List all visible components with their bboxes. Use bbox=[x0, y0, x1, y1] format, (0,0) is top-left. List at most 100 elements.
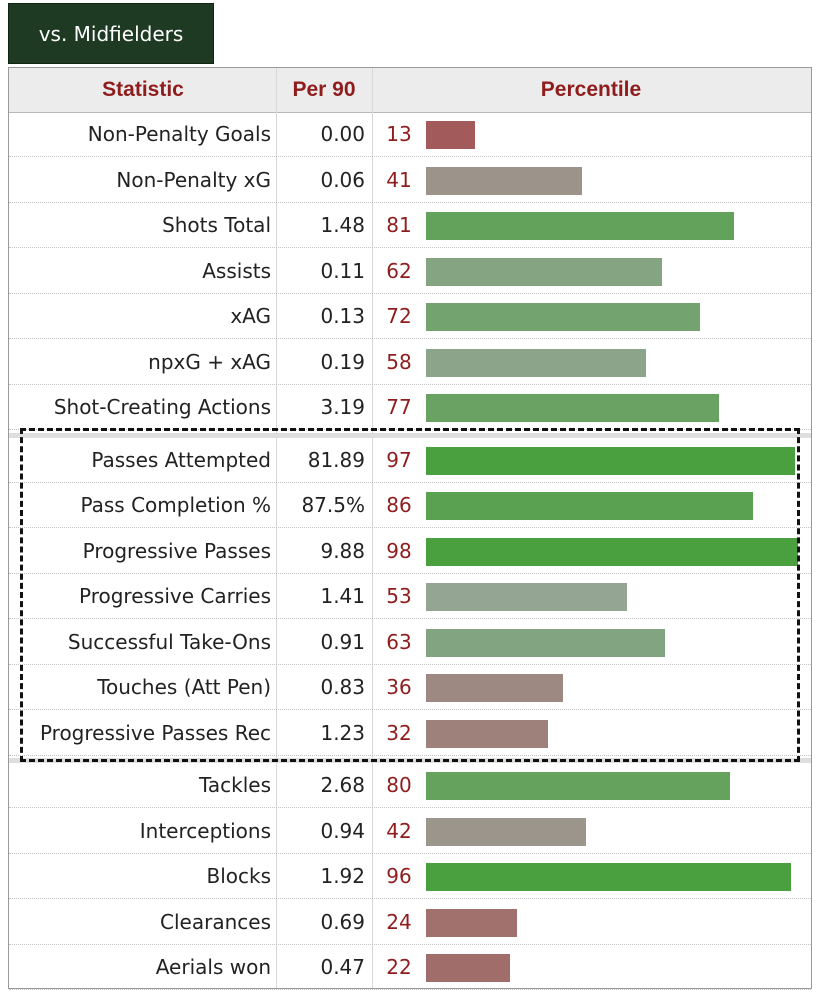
column-divider bbox=[372, 68, 373, 988]
per90-value: 0.83 bbox=[320, 675, 365, 699]
percentile-value: 62 bbox=[386, 258, 412, 283]
table-row[interactable]: Touches (Att Pen) 0.83 36 bbox=[9, 665, 811, 710]
percentile-value: 97 bbox=[386, 447, 412, 472]
per90-value: 87.5% bbox=[301, 493, 365, 517]
percentile-bar bbox=[426, 537, 798, 566]
table-row[interactable]: Assists 0.11 62 bbox=[9, 249, 811, 294]
stat-name: Tackles bbox=[198, 773, 271, 797]
table-row[interactable]: Blocks 1.92 96 bbox=[9, 854, 811, 899]
per90-value: 0.06 bbox=[320, 167, 365, 192]
percentile-value: 42 bbox=[386, 818, 412, 843]
stat-name: Clearances bbox=[160, 909, 271, 934]
per90-value: 1.23 bbox=[320, 720, 365, 745]
stat-name: Successful Take-Ons bbox=[67, 629, 271, 654]
stat-name: npxG + xAG bbox=[148, 349, 271, 374]
percentile-bar bbox=[426, 492, 753, 520]
group-separator bbox=[9, 432, 811, 438]
per90-value: 9.88 bbox=[320, 538, 365, 563]
per90-value: 0.69 bbox=[320, 909, 365, 934]
percentile-value: 77 bbox=[386, 395, 412, 419]
per90-value: 0.47 bbox=[320, 955, 365, 979]
percentile-bar bbox=[426, 583, 627, 611]
table-row[interactable]: xAG 0.13 72 bbox=[9, 294, 811, 339]
percentile-table: Statistic Per 90 Percentile Non-Penalty … bbox=[8, 67, 812, 990]
stat-name: Non-Penalty xG bbox=[116, 167, 271, 192]
per90-value: 1.92 bbox=[320, 864, 365, 888]
table-row[interactable]: Clearances 0.69 24 bbox=[9, 900, 811, 945]
percentile-value: 24 bbox=[386, 909, 412, 934]
stat-name: Progressive Carries bbox=[78, 584, 271, 608]
stat-name: Non-Penalty Goals bbox=[87, 122, 271, 146]
per90-value: 2.68 bbox=[320, 773, 365, 797]
table-row[interactable]: Aerials won 0.47 22 bbox=[9, 945, 811, 990]
table-row[interactable]: Progressive Passes 9.88 98 bbox=[9, 529, 811, 574]
table-row[interactable]: Tackles 2.68 80 bbox=[9, 763, 811, 808]
column-header-per90[interactable]: Per 90 bbox=[292, 78, 356, 101]
percentile-value: 80 bbox=[386, 773, 412, 797]
stat-name: Shots Total bbox=[162, 213, 271, 237]
per90-value: 3.19 bbox=[320, 395, 365, 419]
percentile-bar bbox=[426, 954, 510, 982]
stat-name: Pass Completion % bbox=[80, 493, 271, 517]
percentile-bar bbox=[426, 166, 582, 195]
percentile-value: 63 bbox=[386, 629, 412, 654]
percentile-bar bbox=[426, 908, 517, 937]
percentile-bar bbox=[426, 121, 475, 149]
percentile-value: 22 bbox=[386, 955, 412, 979]
percentile-bar bbox=[426, 394, 719, 422]
table-row[interactable]: Passes Attempted 81.89 97 bbox=[9, 438, 811, 483]
percentile-value: 41 bbox=[386, 167, 412, 192]
table-row[interactable]: Shot-Creating Actions 3.19 77 bbox=[9, 385, 811, 430]
per90-value: 0.94 bbox=[320, 818, 365, 843]
stat-name: xAG bbox=[230, 304, 271, 328]
column-divider bbox=[276, 68, 277, 988]
percentile-value: 86 bbox=[386, 493, 412, 517]
stat-name: Blocks bbox=[206, 864, 271, 888]
table-header: Statistic Per 90 Percentile bbox=[9, 68, 811, 113]
column-header-statistic[interactable]: Statistic bbox=[102, 78, 184, 101]
per90-value: 0.00 bbox=[320, 122, 365, 146]
percentile-value: 98 bbox=[386, 538, 412, 563]
tab-vs-midfielders[interactable]: vs. Midfielders bbox=[8, 3, 214, 64]
percentile-value: 72 bbox=[386, 304, 412, 328]
table-row[interactable]: Progressive Passes Rec 1.23 32 bbox=[9, 711, 811, 756]
table-row[interactable]: Pass Completion % 87.5% 86 bbox=[9, 483, 811, 528]
stat-name: Interceptions bbox=[139, 818, 271, 843]
per90-value: 1.41 bbox=[320, 584, 365, 608]
per90-value: 0.11 bbox=[320, 258, 365, 283]
table-row[interactable]: Non-Penalty xG 0.06 41 bbox=[9, 158, 811, 203]
percentile-value: 81 bbox=[386, 213, 412, 237]
percentile-bar bbox=[426, 719, 548, 748]
table-row[interactable]: Shots Total 1.48 81 bbox=[9, 203, 811, 248]
percentile-value: 96 bbox=[386, 864, 412, 888]
table-row[interactable]: Non-Penalty Goals 0.00 13 bbox=[9, 112, 811, 157]
table-row[interactable]: Interceptions 0.94 42 bbox=[9, 809, 811, 854]
per90-value: 0.13 bbox=[320, 304, 365, 328]
column-header-percentile[interactable]: Percentile bbox=[540, 78, 642, 101]
percentile-value: 53 bbox=[386, 584, 412, 608]
percentile-bar bbox=[426, 257, 662, 286]
percentile-bar bbox=[426, 212, 734, 240]
per90-value: 1.48 bbox=[320, 213, 365, 237]
per90-value: 0.19 bbox=[320, 349, 365, 374]
percentile-bar bbox=[426, 863, 791, 891]
percentile-bar bbox=[426, 303, 700, 331]
percentile-bar bbox=[426, 772, 730, 800]
table-row[interactable]: npxG + xAG 0.19 58 bbox=[9, 340, 811, 385]
percentile-value: 13 bbox=[386, 122, 412, 146]
percentile-bar bbox=[426, 446, 795, 475]
percentile-bar bbox=[426, 674, 563, 702]
percentile-bar bbox=[426, 348, 646, 377]
stat-name: Aerials won bbox=[155, 955, 271, 979]
table-row[interactable]: Successful Take-Ons 0.91 63 bbox=[9, 620, 811, 665]
per90-value: 81.89 bbox=[307, 447, 365, 472]
percentile-value: 32 bbox=[386, 720, 412, 745]
percentile-value: 58 bbox=[386, 349, 412, 374]
table-row[interactable]: Progressive Carries 1.41 53 bbox=[9, 574, 811, 619]
stat-name: Assists bbox=[202, 258, 271, 283]
percentile-bar bbox=[426, 628, 665, 657]
stat-name: Touches (Att Pen) bbox=[97, 675, 271, 699]
stat-name: Shot-Creating Actions bbox=[53, 395, 271, 419]
stat-name: Passes Attempted bbox=[91, 447, 271, 472]
percentile-value: 36 bbox=[386, 675, 412, 699]
